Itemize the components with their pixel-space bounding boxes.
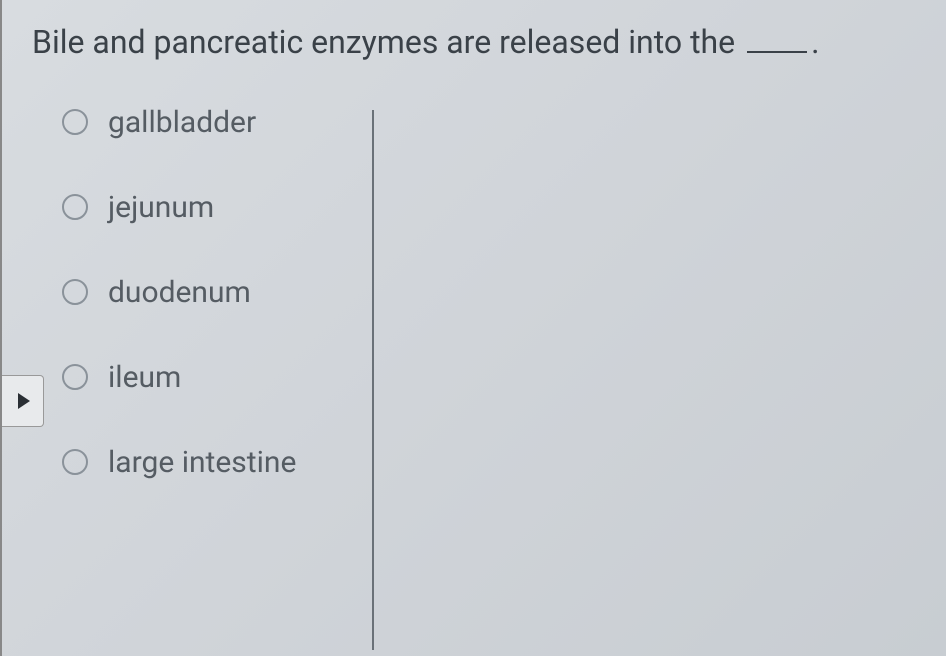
play-tab[interactable]: [2, 375, 44, 427]
question-container: Bile and pancreatic enzymes are released…: [2, 0, 946, 550]
option-label: large intestine: [108, 445, 296, 480]
option-jejunum[interactable]: jejunum: [62, 190, 916, 225]
radio-icon[interactable]: [62, 364, 88, 390]
option-duodenum[interactable]: duodenum: [62, 275, 916, 310]
option-label: ileum: [108, 360, 181, 395]
option-large-intestine[interactable]: large intestine: [62, 445, 916, 480]
option-label: duodenum: [108, 275, 251, 310]
question-text: Bile and pancreatic enzymes are released…: [32, 20, 916, 65]
option-label: gallbladder: [108, 105, 256, 140]
radio-icon[interactable]: [62, 279, 88, 305]
options-area: gallbladder jejunum duodenum ileum large…: [32, 105, 916, 480]
radio-icon[interactable]: [62, 449, 88, 475]
question-after-blank: .: [811, 23, 819, 61]
radio-icon[interactable]: [62, 194, 88, 220]
question-before-blank: Bile and pancreatic enzymes are released…: [32, 23, 743, 61]
fill-blank: [747, 51, 807, 53]
radio-icon[interactable]: [62, 109, 88, 135]
option-gallbladder[interactable]: gallbladder: [62, 105, 916, 140]
vertical-divider: [372, 110, 374, 650]
play-icon: [18, 393, 30, 409]
option-label: jejunum: [108, 190, 214, 225]
option-ileum[interactable]: ileum: [62, 360, 916, 395]
